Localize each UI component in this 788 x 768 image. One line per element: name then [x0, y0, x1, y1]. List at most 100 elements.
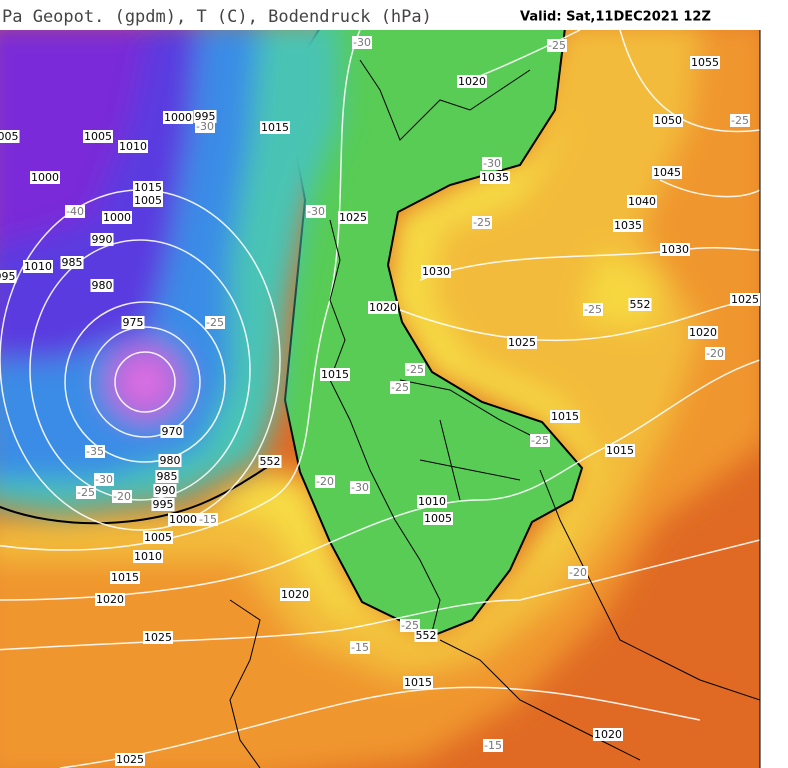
isobar-label: 1005 [84, 130, 112, 143]
isobar-label: 985 [157, 470, 178, 483]
temperature-label: -30 [351, 481, 369, 494]
label-box [163, 111, 193, 124]
label-box [480, 171, 510, 184]
label-box [338, 211, 368, 224]
label-box [405, 363, 425, 376]
label-box [403, 676, 433, 689]
label-box [198, 513, 218, 526]
isobar-label: 1045 [653, 166, 681, 179]
label-box [583, 303, 603, 316]
isobar-label: 1025 [116, 753, 144, 766]
label-box [133, 181, 163, 194]
isobar-label: 1005 [144, 531, 172, 544]
isobar-label: 1000 [164, 111, 192, 124]
temperature-label: -30 [196, 120, 214, 133]
isobar-label: 995 [0, 270, 16, 283]
label-box [65, 205, 85, 218]
label-box [705, 347, 725, 360]
label-box [0, 130, 20, 143]
isobar-label: 005 [0, 130, 19, 143]
label-box [112, 490, 132, 503]
isobar-label: 1025 [339, 211, 367, 224]
temperature-label: -20 [569, 566, 587, 579]
isobar-label: 1040 [628, 195, 656, 208]
label-box [653, 114, 683, 127]
isobar-label: 995 [195, 110, 216, 123]
label-box [315, 475, 335, 488]
label-box [95, 593, 125, 606]
label-box [205, 316, 225, 329]
label-box [568, 566, 588, 579]
label-box [730, 114, 750, 127]
label-box [90, 233, 114, 246]
label-box [483, 739, 503, 752]
label-box [472, 216, 492, 229]
coastlines [229, 59, 760, 768]
isobar-label: 1000 [103, 211, 131, 224]
label-box [482, 157, 502, 170]
label-box [110, 571, 140, 584]
isobar-label: 1050 [654, 114, 682, 127]
temperature-label: -30 [95, 473, 113, 486]
label-box [457, 75, 487, 88]
label-box [30, 171, 60, 184]
label-box [593, 728, 623, 741]
label-box [530, 434, 550, 447]
isobar-label: 1015 [134, 181, 162, 194]
label-box [320, 368, 350, 381]
isobar-label: 970 [162, 425, 183, 438]
label-box [417, 495, 447, 508]
isobar-label: 990 [92, 233, 113, 246]
temperature-label: -35 [86, 445, 104, 458]
temperature-label: -40 [66, 205, 84, 218]
temperature-label: -30 [353, 36, 371, 49]
label-box [350, 641, 370, 654]
label-box [158, 454, 182, 467]
label-box [258, 455, 282, 468]
isobar-label: 1025 [508, 336, 536, 349]
label-box [83, 130, 113, 143]
label-box [350, 481, 370, 494]
label-box [260, 121, 290, 134]
temperature-label: -15 [484, 739, 502, 752]
label-box [94, 473, 114, 486]
isobar-label: 1010 [24, 260, 52, 273]
label-box [421, 265, 451, 278]
label-box [23, 260, 53, 273]
label-box [160, 425, 184, 438]
label-box [0, 270, 17, 283]
contour-552 [0, 461, 276, 525]
label-box [423, 512, 453, 525]
temperature-label: -15 [199, 513, 217, 526]
isobar-label: 1035 [614, 219, 642, 232]
valid-time: Valid: Sat,11DEC2021 12Z [520, 10, 711, 25]
isobar-label: 985 [62, 256, 83, 269]
isobar-label: 1015 [321, 368, 349, 381]
height-label: 552 [630, 298, 651, 311]
label-box [547, 39, 567, 52]
label-box [60, 256, 84, 269]
isobar-label: 1030 [661, 243, 689, 256]
isobar-label: 975 [123, 316, 144, 329]
isobar-label: 1015 [606, 444, 634, 457]
temperature-label: -30 [483, 157, 501, 170]
isobar-label: 1030 [422, 265, 450, 278]
isobar-label: 1015 [111, 571, 139, 584]
label-box [76, 486, 96, 499]
label-box [688, 326, 718, 339]
label-box [613, 219, 643, 232]
temperature-label: -15 [351, 641, 369, 654]
temperature-label: -20 [316, 475, 334, 488]
isobar-label: 1035 [481, 171, 509, 184]
label-box [628, 298, 652, 311]
map-labels: 1055 1050 1045 1040 1035 1035 1030 1030 1025 1025… [0, 36, 760, 766]
temperature-label: -25 [77, 486, 95, 499]
isobar-label: 1020 [594, 728, 622, 741]
temperature-label: -25 [391, 381, 409, 394]
isobar-label: 1010 [418, 495, 446, 508]
label-box [133, 194, 163, 207]
map-area [0, 30, 760, 768]
isobar-label: 1020 [96, 593, 124, 606]
label-box [306, 205, 326, 218]
